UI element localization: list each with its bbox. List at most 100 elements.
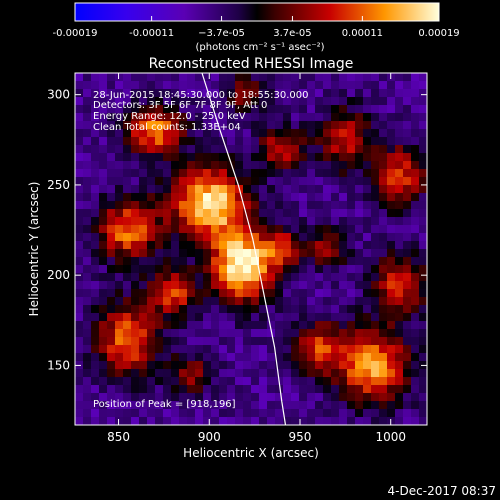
heatmap-cell (411, 297, 420, 306)
heatmap-cell (219, 233, 228, 242)
heatmap-cell (275, 209, 284, 218)
heatmap-cell (131, 281, 140, 290)
heatmap-cell (243, 297, 252, 306)
heatmap-cell (315, 193, 324, 202)
heatmap-cell (179, 321, 188, 330)
heatmap-cell (315, 289, 324, 298)
heatmap-cell (131, 297, 140, 306)
heatmap-cell (267, 241, 276, 250)
heatmap-cell (123, 153, 132, 162)
heatmap-cell (411, 273, 420, 282)
heatmap-cell (235, 105, 244, 114)
heatmap-cell (387, 249, 396, 258)
heatmap-cell (139, 121, 148, 130)
heatmap-cell (171, 145, 180, 154)
heatmap-cell (299, 209, 308, 218)
heatmap-cell (275, 337, 284, 346)
heatmap-cell (171, 393, 180, 402)
heatmap-cell (267, 169, 276, 178)
heatmap-cell (411, 193, 420, 202)
heatmap-cell (339, 385, 348, 394)
heatmap-cell (379, 265, 388, 274)
heatmap-cell (363, 409, 372, 418)
heatmap-cell (299, 241, 308, 250)
heatmap-cell (195, 225, 204, 234)
x-tick-label: 850 (107, 430, 130, 444)
heatmap-cell (251, 145, 260, 154)
heatmap-cell (131, 121, 140, 130)
heatmap-cell (371, 225, 380, 234)
heatmap-cell (347, 353, 356, 362)
heatmap-cell (379, 345, 388, 354)
heatmap-cell (195, 201, 204, 210)
heatmap-cell (339, 337, 348, 346)
heatmap-cell (299, 177, 308, 186)
heatmap-cell (323, 385, 332, 394)
heatmap-cell (235, 249, 244, 258)
heatmap-cell (323, 321, 332, 330)
heatmap-cell (339, 193, 348, 202)
heatmap-cell (411, 241, 420, 250)
heatmap-cell (323, 153, 332, 162)
heatmap-cell (395, 121, 404, 130)
heatmap-cell (379, 217, 388, 226)
heatmap-cell (83, 81, 92, 90)
heatmap-cell (387, 225, 396, 234)
heatmap-cell (139, 417, 148, 426)
heatmap-cell (235, 353, 244, 362)
heatmap-cell (355, 185, 364, 194)
heatmap-cell (163, 257, 172, 266)
heatmap-cell (147, 129, 156, 138)
heatmap-cell (419, 305, 428, 314)
x-tick-label: 900 (198, 430, 221, 444)
heatmap-cell (283, 81, 292, 90)
heatmap-cell (315, 297, 324, 306)
heatmap-cell (347, 201, 356, 210)
heatmap-cell (187, 305, 196, 314)
heatmap-cell (403, 121, 412, 130)
heatmap-cell (419, 169, 428, 178)
heatmap-cell (339, 225, 348, 234)
heatmap-cell (235, 401, 244, 410)
heatmap-cell (267, 385, 276, 394)
heatmap-cell (387, 329, 396, 338)
heatmap-cell (163, 209, 172, 218)
heatmap-cell (307, 193, 316, 202)
heatmap-cell (291, 193, 300, 202)
heatmap-cell (115, 137, 124, 146)
heatmap-cell (187, 409, 196, 418)
heatmap-cell (331, 393, 340, 402)
heatmap-cell (235, 241, 244, 250)
heatmap-cell (123, 201, 132, 210)
heatmap-cell (347, 345, 356, 354)
heatmap-cell (107, 177, 116, 186)
heatmap-cell (371, 289, 380, 298)
heatmap-cell (123, 417, 132, 426)
heatmap-cell (155, 185, 164, 194)
heatmap-cell (355, 345, 364, 354)
heatmap-cell (267, 81, 276, 90)
heatmap-cell (259, 177, 268, 186)
heatmap-cell (371, 241, 380, 250)
heatmap-cell (171, 129, 180, 138)
heatmap-cell (171, 217, 180, 226)
heatmap-cell (323, 289, 332, 298)
heatmap-cell (163, 393, 172, 402)
heatmap-cell (403, 241, 412, 250)
heatmap-cell (147, 249, 156, 258)
heatmap-cell (299, 273, 308, 282)
heatmap-cell (315, 345, 324, 354)
heatmap-cell (91, 249, 100, 258)
heatmap-cell (307, 361, 316, 370)
heatmap-cell (163, 249, 172, 258)
heatmap-cell (131, 257, 140, 266)
heatmap-cell (251, 345, 260, 354)
heatmap-cell (323, 241, 332, 250)
heatmap-cell (355, 129, 364, 138)
heatmap-cell (259, 81, 268, 90)
heatmap-cell (299, 201, 308, 210)
heatmap-cell (219, 361, 228, 370)
heatmap-cell (99, 241, 108, 250)
heatmap-cell (243, 409, 252, 418)
heatmap-cell (315, 121, 324, 130)
